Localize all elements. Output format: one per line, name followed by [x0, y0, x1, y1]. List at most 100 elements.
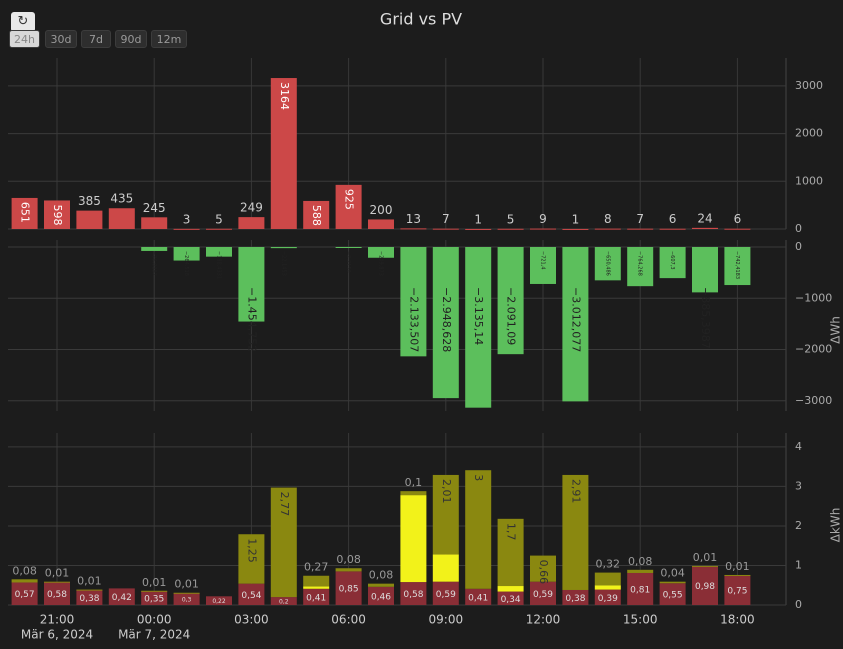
bar-segment	[497, 518, 524, 587]
bar	[238, 247, 265, 322]
refresh-button[interactable]: ↻	[11, 12, 35, 32]
bar-segment	[400, 582, 427, 605]
value-label: 0,04	[660, 567, 685, 580]
x-tick-label: 12:00	[526, 613, 561, 627]
bar-segment	[659, 583, 686, 605]
value-label: −3.012,077	[569, 287, 582, 352]
bar-segment	[44, 582, 70, 605]
value-label: 6	[734, 212, 742, 226]
value-label: 2,01	[440, 479, 453, 504]
x-tick-label: 09:00	[429, 613, 464, 627]
value-label: −209,873	[378, 251, 384, 276]
bar-segment	[692, 565, 718, 567]
y-tick-label: −1000	[795, 291, 832, 304]
range-button[interactable]: 90d	[115, 30, 147, 48]
bar-segment	[465, 588, 492, 605]
value-label: −764,268	[637, 251, 643, 276]
value-label: 0,01	[725, 560, 750, 573]
x-tick-label: 15:00	[623, 613, 658, 627]
value-label: 0,01	[693, 551, 718, 564]
bar-segment	[627, 572, 654, 605]
value-label: 0,27	[304, 561, 329, 574]
value-label: 0,08	[369, 569, 394, 582]
value-label: 0,2	[279, 599, 289, 606]
bar-segment	[659, 581, 686, 584]
value-label: 0,08	[12, 564, 37, 577]
x-tick-sublabel: Mär 6, 2024	[21, 628, 93, 642]
value-label: −3.135,14	[472, 287, 485, 345]
range-button[interactable]: 30d	[45, 30, 77, 48]
value-label: 0,3	[182, 597, 192, 604]
value-label: 0,01	[174, 578, 199, 591]
value-label: −188,4331	[216, 251, 222, 279]
y-tick-label: 3	[795, 479, 802, 492]
bar-segment	[594, 589, 621, 605]
bar	[173, 228, 200, 230]
bar-segment	[432, 474, 459, 555]
bar	[465, 247, 492, 408]
y-tick-label: −2000	[795, 343, 832, 356]
bar	[335, 184, 362, 229]
value-label: 0,58	[47, 590, 67, 600]
bar	[692, 227, 718, 229]
value-label: 0,08	[336, 553, 361, 566]
bar-segment	[368, 586, 394, 605]
value-label: 0,41	[306, 593, 326, 603]
value-label: 0,75	[727, 587, 747, 597]
value-label: 0,85	[339, 585, 359, 595]
bar-segment	[594, 585, 621, 590]
value-label: 7	[442, 212, 450, 226]
x-tick-label: 21:00	[40, 613, 75, 627]
value-label: 3	[183, 212, 191, 226]
value-label: 1	[572, 212, 580, 226]
bar	[627, 228, 654, 230]
y-tick-label: 4	[795, 440, 802, 453]
bar-segment	[44, 581, 70, 583]
value-label: 0,22	[212, 598, 226, 605]
y-tick-label: 1000	[795, 174, 823, 187]
value-label: 9	[539, 212, 547, 226]
bar	[108, 208, 135, 229]
range-button[interactable]: 24h	[9, 30, 40, 48]
bar-segment	[594, 572, 621, 586]
bar-segment	[303, 588, 330, 605]
bar	[530, 247, 556, 284]
bar	[627, 247, 654, 287]
bar-segment	[400, 491, 427, 496]
value-label: 588	[310, 205, 323, 226]
value-label: 13	[406, 212, 421, 226]
y-tick-label: 3000	[795, 79, 823, 92]
bar	[206, 228, 232, 230]
value-label: 0,34	[501, 595, 521, 605]
value-label: 0,58	[403, 590, 423, 600]
y-axis-label: ΔWh	[829, 316, 843, 344]
y-axis-label: ΔkWh	[829, 508, 843, 543]
bar	[400, 228, 427, 230]
bar	[11, 197, 38, 229]
bar	[432, 247, 459, 399]
bar	[400, 247, 427, 357]
value-label: 0,57	[15, 590, 35, 600]
bar	[173, 247, 200, 261]
value-label: −721,4	[540, 251, 546, 270]
bar	[497, 228, 524, 230]
bar-segment	[497, 591, 524, 605]
value-label: 0,35	[144, 595, 164, 605]
y-tick-label: 0	[795, 598, 802, 611]
range-button[interactable]: 12m	[151, 30, 187, 48]
range-button[interactable]: 7d	[81, 30, 111, 48]
x-tick-label: 03:00	[234, 613, 269, 627]
bar-segment	[400, 495, 427, 583]
bar-segment	[11, 582, 38, 605]
bar-segment	[562, 589, 589, 605]
bar	[465, 228, 492, 230]
bar-segment	[303, 575, 330, 587]
bar	[659, 228, 686, 230]
bar	[368, 247, 394, 258]
y-tick-label: 0	[795, 240, 802, 253]
bar-segment	[76, 589, 103, 591]
bar	[530, 228, 556, 230]
bar	[497, 247, 524, 355]
